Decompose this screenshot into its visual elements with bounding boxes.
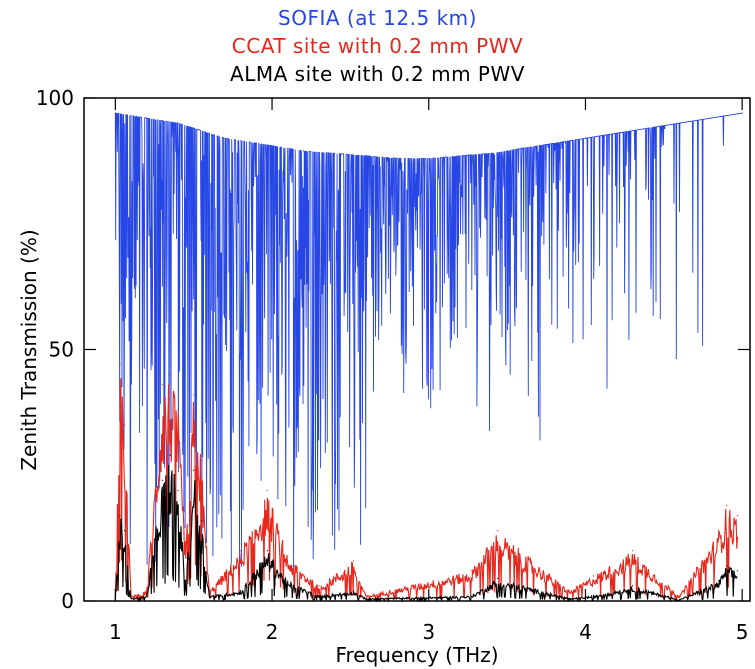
data-point [266,489,268,491]
data-point [490,152,492,154]
data-point [208,595,210,597]
data-point [240,590,242,592]
data-point [616,132,618,134]
legend-alma: ALMA site with 0.2 mm PWV [230,62,525,86]
data-point [208,132,210,134]
data-point [647,127,649,129]
x-tick-label: 5 [736,620,749,644]
data-point [569,597,571,600]
data-point [678,598,681,601]
series-2 [114,454,739,603]
data-point [200,519,203,522]
data-point [185,580,187,582]
data-point [365,155,367,157]
data-point [318,585,320,587]
data-point [114,112,116,114]
data-point [271,145,273,147]
data-point [470,595,472,597]
data-point [569,590,571,592]
data-point [459,155,461,157]
data-point [146,117,148,119]
data-point [146,595,148,597]
data-point [678,595,681,597]
data-point [352,560,355,562]
data-point [741,112,743,114]
data-point [365,595,367,597]
y-axis-label: Zenith Transmission (%) [17,229,41,470]
data-point [497,577,499,580]
data-point [266,550,268,552]
data-point [678,122,681,124]
data-point [318,595,320,597]
y-tick-label: 0 [61,589,74,613]
data-point [200,459,203,461]
data-point [255,142,257,144]
data-point [736,514,739,517]
data-point [725,565,728,567]
data-point [718,530,720,532]
data-point [185,550,187,552]
x-tick-label: 4 [579,620,592,644]
data-point [725,504,728,506]
data-point [240,140,242,142]
legend-sofia: SOFIA (at 12.5 km) [278,6,477,30]
x-tick-label: 1 [109,620,122,644]
data-point [352,590,355,592]
data-point [124,530,126,532]
series-0 [114,112,743,573]
data-point [592,575,594,577]
x-axis-label: Frequency (THz) [335,643,498,667]
data-point [631,550,634,552]
data-point [130,597,132,600]
data-point [522,147,524,149]
series-line-0 [114,112,743,573]
data-point [177,122,179,124]
data-point [302,150,304,152]
data-point [497,530,499,532]
data-point [119,514,121,517]
data-point [224,137,226,139]
data-point [193,127,195,129]
data-point [584,137,587,139]
data-point [287,580,289,582]
data-point [169,374,171,376]
data-point [177,489,179,491]
x-tick-label: 2 [266,620,279,644]
data-point [592,595,594,597]
legend-ccat: CCAT site with 0.2 mm PWV [231,34,524,58]
data-point [124,424,126,426]
data-point [146,590,148,592]
data-point [631,585,634,587]
data-point [736,570,739,572]
data-point [177,409,179,411]
data-point [428,157,430,159]
data-point [334,152,336,154]
data-point [169,454,171,456]
data-point [161,384,163,386]
data-point [193,394,195,396]
data-point [718,580,720,582]
data-point [396,157,398,159]
data-point [161,120,163,122]
data-point [193,469,195,471]
data-point [240,550,242,552]
series-line-2 [114,464,738,603]
data-point [365,597,367,600]
series-layer [114,112,743,603]
data-point [130,115,132,117]
data-point [119,364,121,366]
data-point [710,117,712,119]
x-tick-label: 3 [422,620,435,644]
data-point [470,570,472,572]
series-line-1 [114,378,739,601]
y-tick-label: 50 [49,338,74,362]
y-tick-label: 100 [36,86,74,110]
data-point [287,555,289,557]
data-point [553,142,555,144]
data-point [161,479,163,481]
